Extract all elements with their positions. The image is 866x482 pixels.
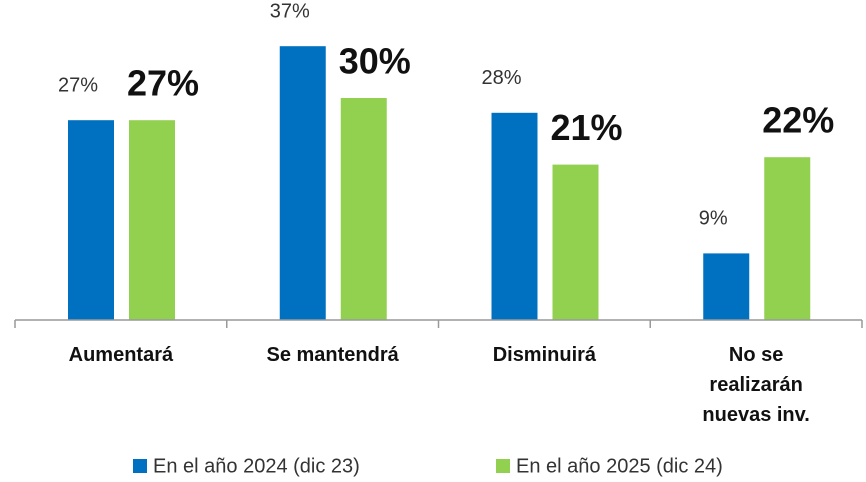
x-tick-label: Aumentará [68,344,174,366]
value-label: 22% [762,100,834,141]
legend-swatch [133,459,147,473]
bar [552,164,599,320]
bar [340,98,387,320]
bar [703,253,750,320]
bar [68,120,114,320]
x-tick-label: Se mantendrá [266,344,399,366]
value-label: 30% [339,41,411,82]
value-label: 27% [58,74,98,96]
value-label: 37% [270,0,310,22]
bar [764,157,811,320]
bar [491,112,538,320]
value-label: 9% [699,208,728,230]
legend-swatch [496,459,510,473]
legend-label: En el año 2024 (dic 23) [153,455,360,477]
x-tick-label: Disminuirá [492,344,597,366]
bar [279,46,326,320]
bar [129,120,175,320]
value-label: 21% [550,107,622,148]
x-tick-label: No se realizarán nuevas inv. [702,344,810,426]
value-label: 27% [127,63,199,104]
legend-label: En el año 2025 (dic 24) [516,455,723,477]
value-label: 28% [481,67,521,89]
